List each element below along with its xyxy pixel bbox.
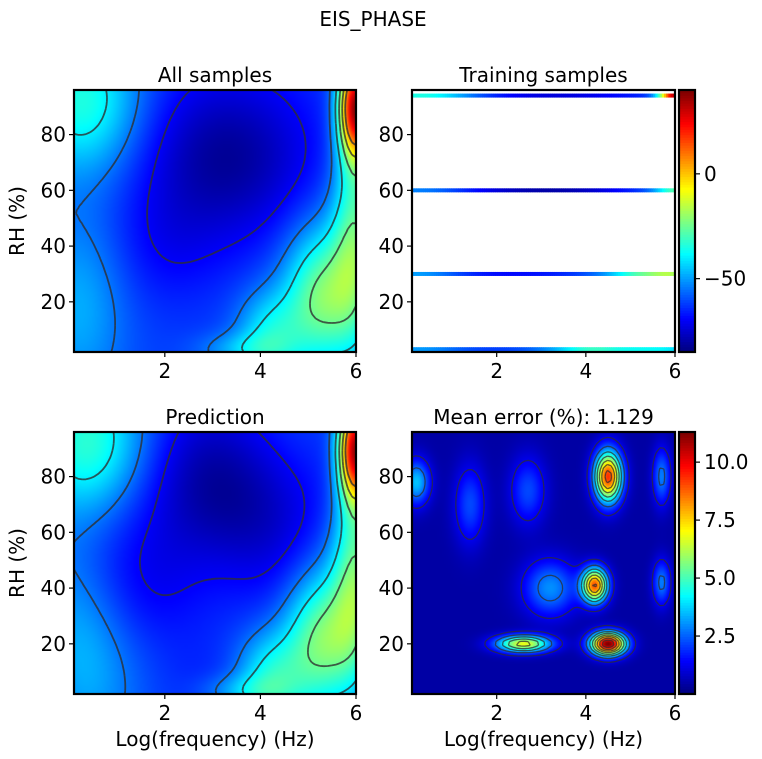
training-line-rh-30 <box>412 271 675 276</box>
subplot-error: Mean error (%): 1.129 2 4 6 20 40 60 80 Log(freq… <box>379 405 749 751</box>
colorbar-tick-label: 0 <box>704 162 717 186</box>
subplot-title: Mean error (%): 1.129 <box>433 405 654 429</box>
y-tick-label: 80 <box>41 123 66 147</box>
contour-level <box>412 445 666 660</box>
subplot-all: All samples 2 4 6 20 40 60 80 RH (%) <box>5 63 362 383</box>
axes-frame <box>410 430 677 696</box>
colorbar-tick-label: −50 <box>704 267 746 291</box>
y-tick-label: 60 <box>41 178 66 202</box>
x-tick-label: 6 <box>350 701 363 725</box>
subplot-title: Training samples <box>458 63 627 87</box>
x-tick-label: 4 <box>254 701 267 725</box>
y-tick-label: 60 <box>379 178 404 202</box>
contour-level <box>146 90 307 264</box>
axes-frame <box>72 88 358 354</box>
contour-level <box>341 432 356 500</box>
colorbar-tick-label: 7.5 <box>704 508 736 532</box>
subplot-prediction: Prediction 2 4 6 20 40 60 80 Log(frequency) (Hz)… <box>5 405 362 751</box>
x-tick-label: 4 <box>579 359 592 383</box>
contour-lines <box>74 90 356 352</box>
y-tick-label: 40 <box>41 576 66 600</box>
y-tick-label: 80 <box>379 465 404 489</box>
axes-frame <box>72 430 358 696</box>
contour-lines <box>412 436 672 663</box>
contour-level <box>507 455 625 656</box>
x-axis-label: Log(frequency) (Hz) <box>115 727 314 751</box>
x-tick-label: 2 <box>490 359 503 383</box>
training-line-rh-3 <box>412 347 675 352</box>
training-lines <box>412 93 675 352</box>
contour-level <box>139 432 306 597</box>
colorbar-frame <box>677 88 697 354</box>
y-tick-label: 20 <box>379 290 404 314</box>
figure-title: EIS_PHASE <box>319 7 426 31</box>
contour-level <box>344 432 356 488</box>
plot-area <box>412 90 675 352</box>
subplot-training: Training samples 2 4 6 20 40 60 80 0 −50 <box>379 63 747 383</box>
contour-level <box>74 432 333 694</box>
y-tick-label: 80 <box>41 465 66 489</box>
colorbar-tick-label: 2.5 <box>704 624 736 648</box>
colorbar-frame <box>677 430 697 696</box>
x-tick-label: 6 <box>669 359 682 383</box>
colorbar: 0 −50 <box>677 88 746 354</box>
contour-level <box>309 90 356 324</box>
y-axis-label: RH (%) <box>5 186 29 256</box>
axes-frame <box>410 88 677 354</box>
contour-level <box>516 459 622 654</box>
subplot-title: Prediction <box>165 405 264 429</box>
colorbar-tick-label: 5.0 <box>704 566 736 590</box>
x-tick-label: 2 <box>158 701 171 725</box>
x-tick-label: 4 <box>254 359 267 383</box>
contour-level <box>75 90 333 352</box>
heatmap-image <box>74 90 356 352</box>
colorbar: 2.5 5.0 7.5 10.0 <box>677 430 749 696</box>
training-line-rh-94 <box>412 93 675 98</box>
x-tick-label: 2 <box>158 359 171 383</box>
contour-level <box>501 451 628 657</box>
y-tick-label: 80 <box>379 123 404 147</box>
x-axis-label: Log(frequency) (Hz) <box>444 727 643 751</box>
colorbar-tick-label: 10.0 <box>704 450 749 474</box>
y-tick-label: 20 <box>41 632 66 656</box>
x-tick-label: 4 <box>579 701 592 725</box>
y-axis-label: RH (%) <box>5 528 29 598</box>
contour-level <box>592 469 618 651</box>
training-line-rh-60 <box>412 188 675 193</box>
y-tick-label: 60 <box>41 520 66 544</box>
y-tick-label: 40 <box>379 576 404 600</box>
contour-level <box>412 436 672 663</box>
y-tick-label: 40 <box>379 234 404 258</box>
contour-level <box>341 90 356 159</box>
x-tick-label: 2 <box>490 701 503 725</box>
y-tick-label: 60 <box>379 520 404 544</box>
contour-level <box>588 463 620 652</box>
contour-level <box>601 639 615 649</box>
y-tick-label: 20 <box>379 632 404 656</box>
y-tick-label: 20 <box>41 290 66 314</box>
heatmap-image <box>74 432 356 694</box>
contour-level <box>74 90 356 352</box>
contour-level <box>344 90 356 147</box>
x-tick-label: 6 <box>350 359 363 383</box>
y-tick-label: 40 <box>41 234 66 258</box>
x-tick-label: 6 <box>669 701 682 725</box>
subplot-title: All samples <box>158 63 272 87</box>
